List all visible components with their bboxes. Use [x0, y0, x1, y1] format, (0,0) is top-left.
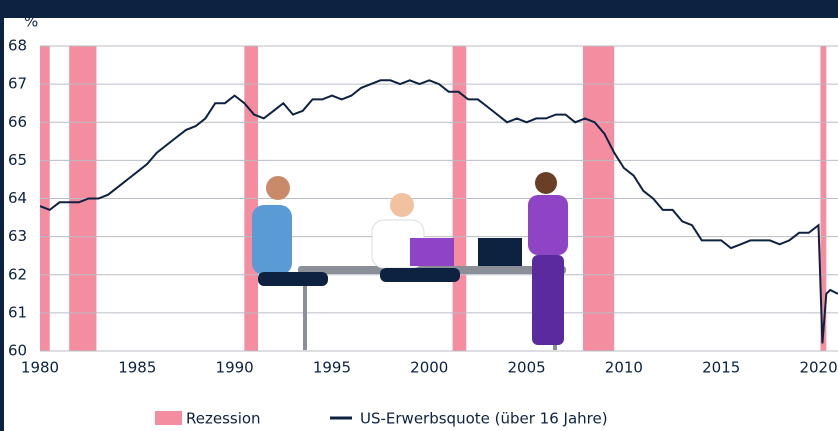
- y-unit: %: [24, 13, 38, 31]
- x-tick-label: 1990: [216, 359, 254, 377]
- y-tick-label: 66: [8, 113, 27, 131]
- x-tick-label: 1980: [21, 359, 59, 377]
- legend-label: Rezession: [186, 410, 261, 428]
- y-tick-label: 62: [8, 265, 27, 283]
- y-tick-label: 63: [8, 227, 27, 245]
- legend-swatch-band: [155, 411, 182, 425]
- y-tick-label: 64: [8, 189, 27, 207]
- legend-label: US-Erwerbsquote (über 16 Jahre): [360, 410, 608, 428]
- x-tick-label: 2010: [605, 359, 643, 377]
- x-tick-label: 2005: [507, 359, 545, 377]
- legend: Rezession US-Erwerbsquote (über 16 Jahre…: [155, 410, 608, 428]
- data-line: [40, 80, 838, 343]
- y-tick-label: 67: [8, 75, 27, 93]
- chart: % 60 61 62 63 64 65 66 67 68 1980 1985 1990 1995 2000…: [0, 0, 838, 431]
- x-tick-label: 1985: [118, 359, 156, 377]
- y-tick-label: 68: [8, 37, 27, 55]
- y-tick-label: 61: [8, 303, 27, 321]
- x-tick-label: 2015: [702, 359, 740, 377]
- x-tick-label: 2000: [410, 359, 448, 377]
- x-tick-label: 1995: [313, 359, 351, 377]
- top-bar: [0, 0, 838, 18]
- left-bar: [0, 0, 4, 431]
- x-tick-label: 2020: [799, 359, 837, 377]
- y-tick-label: 60: [8, 342, 27, 360]
- y-tick-label: 65: [8, 151, 27, 169]
